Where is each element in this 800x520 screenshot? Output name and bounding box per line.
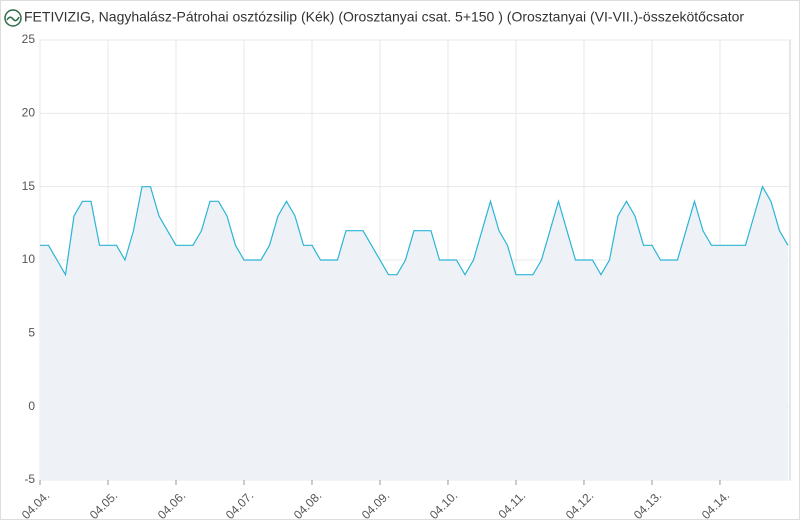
y-tick-label: 5 <box>28 326 35 340</box>
y-tick-label: 10 <box>22 252 36 266</box>
y-tick-label: 20 <box>22 106 36 120</box>
y-tick-label: 25 <box>22 32 36 46</box>
y-tick-label: 0 <box>28 399 35 413</box>
line <box>40 185 789 277</box>
chart-title: FETIVIZIG, Nagyhalász-Pátrohai osztózsil… <box>24 9 744 25</box>
y-tick-label: 15 <box>22 179 36 193</box>
y-tick-label: -5 <box>24 472 35 486</box>
logo <box>4 9 22 27</box>
area <box>40 186 788 480</box>
